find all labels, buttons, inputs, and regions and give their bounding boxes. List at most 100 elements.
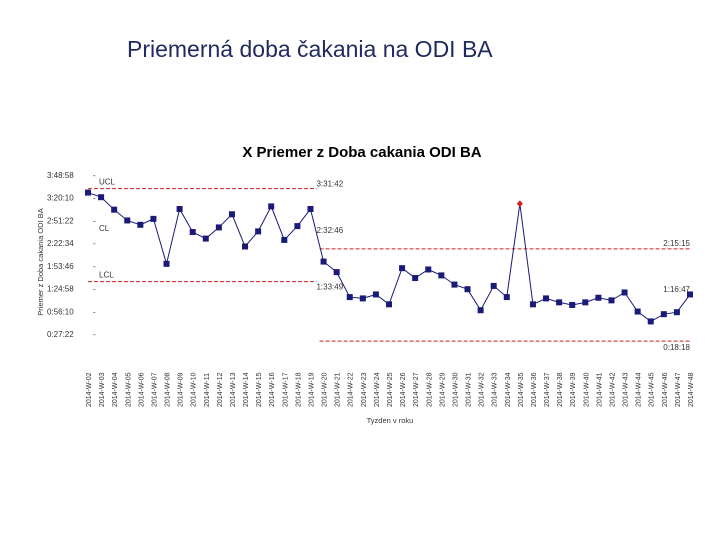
data-point bbox=[163, 260, 170, 267]
data-point bbox=[255, 228, 262, 235]
out-of-control-point bbox=[516, 200, 523, 208]
x-tick-label: 2014-W-05 bbox=[125, 372, 132, 407]
data-point bbox=[529, 301, 536, 308]
data-point bbox=[477, 307, 484, 314]
data-point bbox=[307, 206, 314, 213]
x-tick-label: 2014-W-08 bbox=[165, 372, 172, 407]
x-tick-label: 2014-W-22 bbox=[348, 372, 355, 407]
x-tick-label: 2014-W-03 bbox=[99, 372, 106, 407]
x-tick-label: 2014-W-13 bbox=[230, 372, 237, 407]
x-tick-label: 2014-W-46 bbox=[662, 372, 669, 407]
y-tick-label: 2:51:22 bbox=[47, 216, 74, 225]
x-tick-label: 2014-W-31 bbox=[466, 372, 473, 407]
y-tick-mark: - bbox=[93, 239, 96, 248]
data-point bbox=[176, 206, 183, 213]
slide-title: Priemerná doba čakania na ODI BA bbox=[127, 36, 493, 62]
x-tick-label: 2014-W-12 bbox=[217, 372, 224, 407]
data-point bbox=[189, 229, 196, 236]
x-tick-label: 2014-W-25 bbox=[387, 372, 394, 407]
control-limit-lines: 3:31:42 2:32:46 1:33:49 UCL CL LCL 2:15:15 1:16… bbox=[88, 178, 691, 352]
x-tick-label: 2014-W-40 bbox=[583, 372, 590, 407]
data-point bbox=[333, 269, 340, 276]
data-point bbox=[543, 295, 550, 302]
data-point bbox=[98, 194, 105, 201]
data-point bbox=[503, 294, 510, 301]
data-point bbox=[228, 211, 235, 218]
data-point bbox=[490, 282, 497, 289]
y-tick-mark: - bbox=[93, 171, 96, 180]
x-tick-label: 2014-W-33 bbox=[492, 372, 499, 407]
x-tick-label: 2014-W-43 bbox=[623, 372, 630, 407]
control-limit-name: CL bbox=[99, 224, 110, 233]
y-tick-label: 0:27:22 bbox=[47, 330, 74, 339]
data-point bbox=[687, 291, 693, 298]
chart-title: X Priemer z Doba cakania ODI BA bbox=[242, 144, 481, 161]
x-tick-label: 2014-W-36 bbox=[531, 372, 538, 407]
data-point bbox=[372, 291, 379, 298]
y-tick-label: 3:48:58 bbox=[47, 171, 74, 180]
y-tick-mark: - bbox=[93, 307, 96, 316]
data-point bbox=[242, 243, 249, 250]
x-tick-label: 2014-W-11 bbox=[204, 373, 211, 407]
x-tick-label: 2014-W-32 bbox=[479, 372, 486, 407]
y-tick-label: 1:24:58 bbox=[47, 285, 74, 294]
x-tick-label: 2014-W-38 bbox=[557, 372, 564, 407]
y-axis-label: Priemer z Doba cakania ODI BA bbox=[36, 208, 45, 316]
y-tick-mark: - bbox=[93, 262, 96, 271]
x-tick-label: 2014-W-45 bbox=[649, 372, 656, 407]
data-point bbox=[386, 301, 392, 308]
x-tick-label: 2014-W-30 bbox=[452, 372, 459, 407]
data-point bbox=[111, 206, 118, 213]
y-tick-mark: - bbox=[93, 216, 96, 225]
x-tick-label: 2014-W-21 bbox=[335, 372, 342, 407]
control-limit-value: 3:31:42 bbox=[316, 180, 343, 189]
x-tick-label: 2014-W-02 bbox=[86, 372, 93, 407]
data-point bbox=[281, 236, 288, 243]
x-tick-label: 2014-W-04 bbox=[112, 372, 119, 407]
data-point bbox=[660, 311, 667, 318]
data-point bbox=[137, 221, 144, 228]
y-tick-mark: - bbox=[93, 285, 96, 294]
x-ticks: 2014-W-02 2014-W-03 2014-W-04 2014-W-05 2014… bbox=[86, 372, 695, 407]
control-limit-name: UCL bbox=[99, 178, 116, 187]
x-tick-label: 2014-W-44 bbox=[636, 372, 643, 407]
control-limit-name: LCL bbox=[99, 271, 114, 280]
y-tick-mark: - bbox=[93, 194, 96, 203]
data-point bbox=[582, 299, 589, 306]
x-axis-label: Tyzden v roku bbox=[367, 416, 414, 425]
data-point bbox=[399, 265, 406, 272]
x-tick-label: 2014-W-16 bbox=[269, 372, 276, 407]
x-tick-label: 2014-W-29 bbox=[439, 372, 446, 407]
x-tick-label: 2014-W-26 bbox=[400, 372, 407, 407]
y-tick-label: 1:53:46 bbox=[47, 262, 74, 271]
x-tick-label: 2014-W-35 bbox=[518, 372, 525, 407]
data-point bbox=[647, 318, 654, 325]
x-tick-label: 2014-W-24 bbox=[374, 372, 381, 407]
data-point bbox=[124, 217, 131, 224]
y-ticks: 3:48:58 - 3:20:10 - 2:51:22 - 2:22:34 - 1:53:46 -… bbox=[47, 171, 96, 339]
control-limit-value: 1:33:49 bbox=[316, 283, 343, 292]
y-tick-mark: - bbox=[93, 330, 96, 339]
data-point bbox=[464, 286, 471, 293]
x-tick-label: 2014-W-19 bbox=[308, 372, 315, 407]
x-tick-label: 2014-W-18 bbox=[295, 372, 302, 407]
data-point bbox=[438, 272, 445, 279]
data-point bbox=[608, 297, 615, 304]
x-tick-label: 2014-W-23 bbox=[361, 372, 368, 407]
control-limit-value: 0:18:18 bbox=[663, 343, 690, 352]
x-tick-label: 2014-W-15 bbox=[256, 372, 263, 407]
x-tick-label: 2014-W-10 bbox=[191, 372, 198, 407]
x-tick-label: 2014-W-06 bbox=[138, 372, 145, 407]
x-tick-label: 2014-W-09 bbox=[178, 372, 185, 407]
control-limit-value: 2:15:15 bbox=[663, 239, 690, 248]
x-tick-label: 2014-W-07 bbox=[151, 372, 158, 407]
x-tick-label: 2014-W-14 bbox=[243, 372, 250, 407]
control-limit-value: 2:32:46 bbox=[316, 226, 343, 235]
data-points bbox=[85, 189, 693, 325]
x-tick-label: 2014-W-48 bbox=[688, 372, 695, 407]
data-point bbox=[346, 294, 353, 301]
x-tick-label: 2014-W-27 bbox=[413, 372, 420, 407]
x-tick-label: 2014-W-39 bbox=[570, 372, 577, 407]
x-tick-label: 2014-W-42 bbox=[609, 372, 616, 407]
